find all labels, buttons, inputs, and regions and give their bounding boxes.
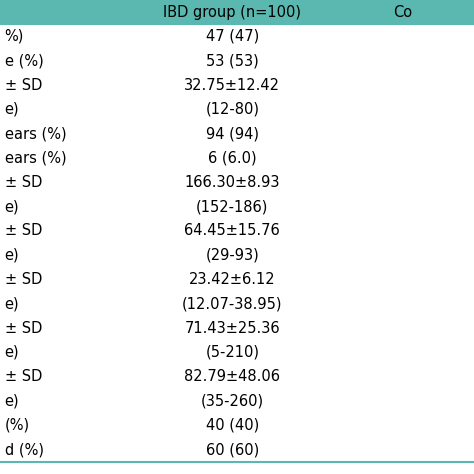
Text: %): %) bbox=[5, 29, 24, 44]
Text: (29-93): (29-93) bbox=[205, 248, 259, 263]
Text: 47 (47): 47 (47) bbox=[206, 29, 259, 44]
Text: d (%): d (%) bbox=[5, 442, 44, 457]
Bar bbox=[332, 0, 474, 24]
Text: e): e) bbox=[5, 296, 19, 311]
Text: 40 (40): 40 (40) bbox=[206, 418, 259, 433]
Text: (12.07-38.95): (12.07-38.95) bbox=[182, 296, 283, 311]
Text: 82.79±48.06: 82.79±48.06 bbox=[184, 369, 280, 384]
Text: e): e) bbox=[5, 199, 19, 214]
Text: 53 (53): 53 (53) bbox=[206, 53, 259, 68]
Text: (152-186): (152-186) bbox=[196, 199, 268, 214]
Text: e (%): e (%) bbox=[5, 53, 44, 68]
Text: ± SD: ± SD bbox=[5, 272, 42, 287]
Text: e): e) bbox=[5, 102, 19, 117]
Text: 64.45±15.76: 64.45±15.76 bbox=[184, 223, 280, 238]
Text: 23.42±6.12: 23.42±6.12 bbox=[189, 272, 275, 287]
Text: ± SD: ± SD bbox=[5, 223, 42, 238]
Text: ears (%): ears (%) bbox=[5, 151, 66, 165]
Text: 32.75±12.42: 32.75±12.42 bbox=[184, 78, 280, 92]
Bar bbox=[0, 0, 133, 24]
Text: ± SD: ± SD bbox=[5, 78, 42, 92]
Text: (35-260): (35-260) bbox=[201, 393, 264, 409]
Text: ± SD: ± SD bbox=[5, 175, 42, 190]
Text: ± SD: ± SD bbox=[5, 320, 42, 336]
Text: ears (%): ears (%) bbox=[5, 126, 66, 141]
Text: e): e) bbox=[5, 393, 19, 409]
Text: 60 (60): 60 (60) bbox=[206, 442, 259, 457]
Text: Co: Co bbox=[393, 5, 412, 19]
Text: e): e) bbox=[5, 345, 19, 360]
Text: 166.30±8.93: 166.30±8.93 bbox=[184, 175, 280, 190]
Text: 71.43±25.36: 71.43±25.36 bbox=[184, 320, 280, 336]
Bar bbox=[133, 0, 332, 24]
Text: IBD group (n=100): IBD group (n=100) bbox=[163, 5, 301, 19]
Text: (5-210): (5-210) bbox=[205, 345, 259, 360]
Text: 6 (6.0): 6 (6.0) bbox=[208, 151, 256, 165]
Text: (%): (%) bbox=[5, 418, 30, 433]
Text: e): e) bbox=[5, 248, 19, 263]
Text: (12-80): (12-80) bbox=[205, 102, 259, 117]
Text: 94 (94): 94 (94) bbox=[206, 126, 259, 141]
Text: ± SD: ± SD bbox=[5, 369, 42, 384]
